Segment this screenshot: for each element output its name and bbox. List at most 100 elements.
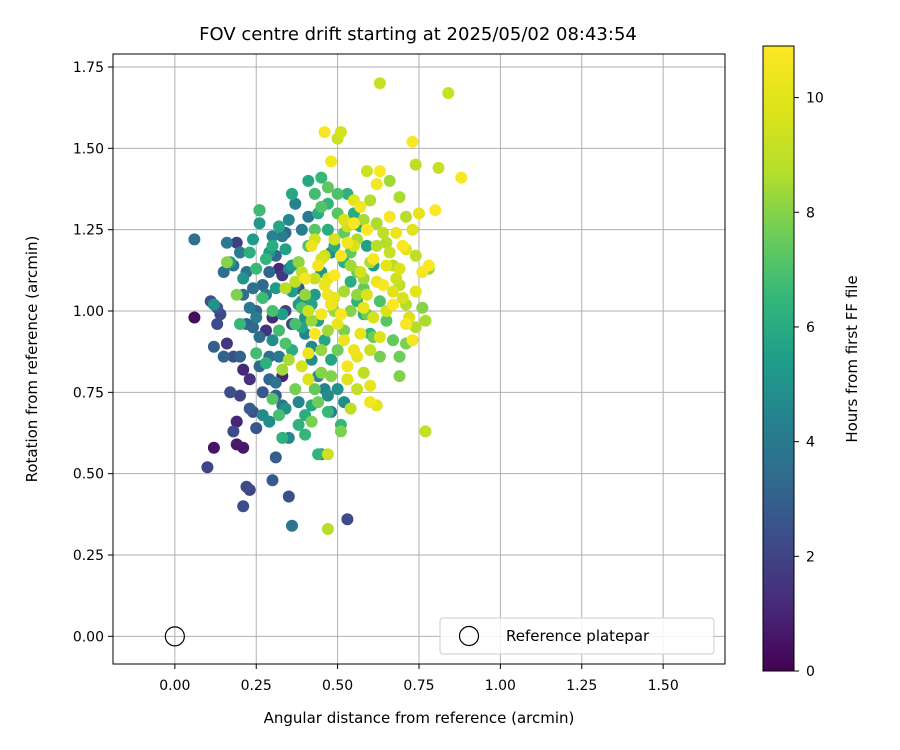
scatter-point	[409, 285, 422, 298]
scatter-point	[334, 308, 347, 321]
x-tick-label: 0.00	[159, 678, 190, 694]
scatter-point	[409, 158, 422, 171]
scatter-point	[318, 334, 331, 347]
scatter-point	[243, 373, 256, 386]
scatter-point	[364, 379, 377, 392]
scatter-point	[276, 431, 289, 444]
scatter-point	[406, 135, 419, 148]
scatter-point	[360, 288, 373, 301]
scatter-point	[357, 301, 370, 314]
colorbar-tick-label: 6	[806, 320, 815, 336]
legend: Reference platepar	[439, 617, 715, 655]
scatter-point	[325, 155, 338, 168]
scatter-point	[413, 207, 425, 220]
scatter-point	[400, 318, 412, 330]
scatter-point	[396, 292, 409, 304]
scatter-point	[266, 392, 279, 405]
scatter-point	[243, 402, 256, 415]
scatter-point	[364, 194, 377, 207]
scatter-point	[299, 428, 312, 441]
scatter-point	[234, 246, 246, 259]
scatter-point	[318, 126, 331, 139]
scatter-point	[250, 311, 263, 324]
scatter-point	[422, 259, 435, 272]
scatter-point	[250, 422, 263, 435]
scatter-point	[312, 259, 325, 272]
scatter-point	[312, 396, 325, 409]
scatter-point	[299, 288, 312, 301]
scatter-point	[351, 288, 364, 301]
scatter-point	[315, 366, 328, 379]
scatter-point	[240, 480, 253, 493]
scatter-point	[263, 415, 276, 428]
scatter-point	[325, 370, 338, 383]
scatter-point	[266, 305, 279, 317]
scatter-point	[302, 305, 315, 317]
scatter-point	[367, 311, 380, 324]
scatter-point	[308, 187, 321, 200]
scatter-point	[354, 327, 367, 340]
scatter-point	[292, 256, 305, 269]
scatter-point	[247, 282, 259, 295]
scatter-point	[321, 405, 334, 418]
scatter-point	[276, 308, 289, 321]
scatter-point	[282, 490, 295, 503]
scatter-point	[318, 279, 331, 291]
scatter-point	[419, 314, 432, 327]
scatter-point	[442, 87, 455, 99]
scatter-point	[357, 366, 370, 379]
y-tick-label: 0.50	[73, 467, 104, 483]
scatter-point	[393, 370, 406, 383]
scatter-point	[302, 373, 315, 386]
y-axis-label: Rotation from reference (arcmin)	[23, 236, 41, 483]
scatter-point	[393, 350, 406, 363]
scatter-point	[344, 275, 357, 288]
data-points	[188, 77, 468, 535]
scatter-point	[253, 204, 266, 217]
scatter-point	[237, 363, 250, 376]
scatter-point	[409, 249, 422, 262]
scatter-point	[289, 383, 302, 396]
scatter-point	[387, 298, 399, 311]
scatter-point	[380, 314, 393, 327]
x-tick-label: 0.75	[403, 678, 434, 694]
scatter-point	[321, 288, 334, 301]
reference-platepar-marker	[164, 626, 185, 647]
scatter-point	[220, 337, 233, 350]
scatter-point	[390, 226, 403, 239]
scatter-point	[400, 210, 412, 223]
colorbar-gradient	[762, 45, 795, 672]
scatter-point	[360, 223, 373, 236]
y-tick-label: 0.75	[73, 385, 104, 401]
scatter-point	[256, 292, 269, 304]
x-tick-label: 0.25	[241, 678, 272, 694]
scatter-point	[360, 165, 373, 178]
scatter-point	[286, 519, 298, 532]
scatter-point	[234, 389, 246, 402]
scatter-point	[321, 448, 334, 461]
scatter-point	[234, 350, 246, 363]
scatter-point	[455, 171, 468, 184]
scatter-point	[312, 448, 325, 461]
scatter-point	[331, 318, 344, 330]
scatter-point	[207, 441, 220, 454]
scatter-point	[292, 396, 305, 409]
scatter-point	[406, 334, 419, 347]
scatter-point	[387, 334, 399, 347]
colorbar-tick-label: 0	[806, 664, 815, 680]
scatter-point	[354, 266, 367, 278]
scatter-point	[247, 321, 259, 334]
scatter-point	[305, 314, 318, 327]
scatter-point	[393, 191, 406, 204]
scatter-point	[328, 269, 341, 282]
colorbar-ticks: 0 2 4 6 8 10	[794, 91, 824, 680]
x-tick-label: 0.50	[322, 678, 353, 694]
scatter-point	[256, 386, 269, 399]
scatter-point	[341, 360, 354, 373]
scatter-point	[269, 376, 282, 389]
x-tick-label: 1.25	[566, 678, 597, 694]
scatter-point	[308, 288, 321, 301]
colorbar-tick-label: 8	[806, 205, 815, 221]
scatter-point	[292, 418, 305, 431]
